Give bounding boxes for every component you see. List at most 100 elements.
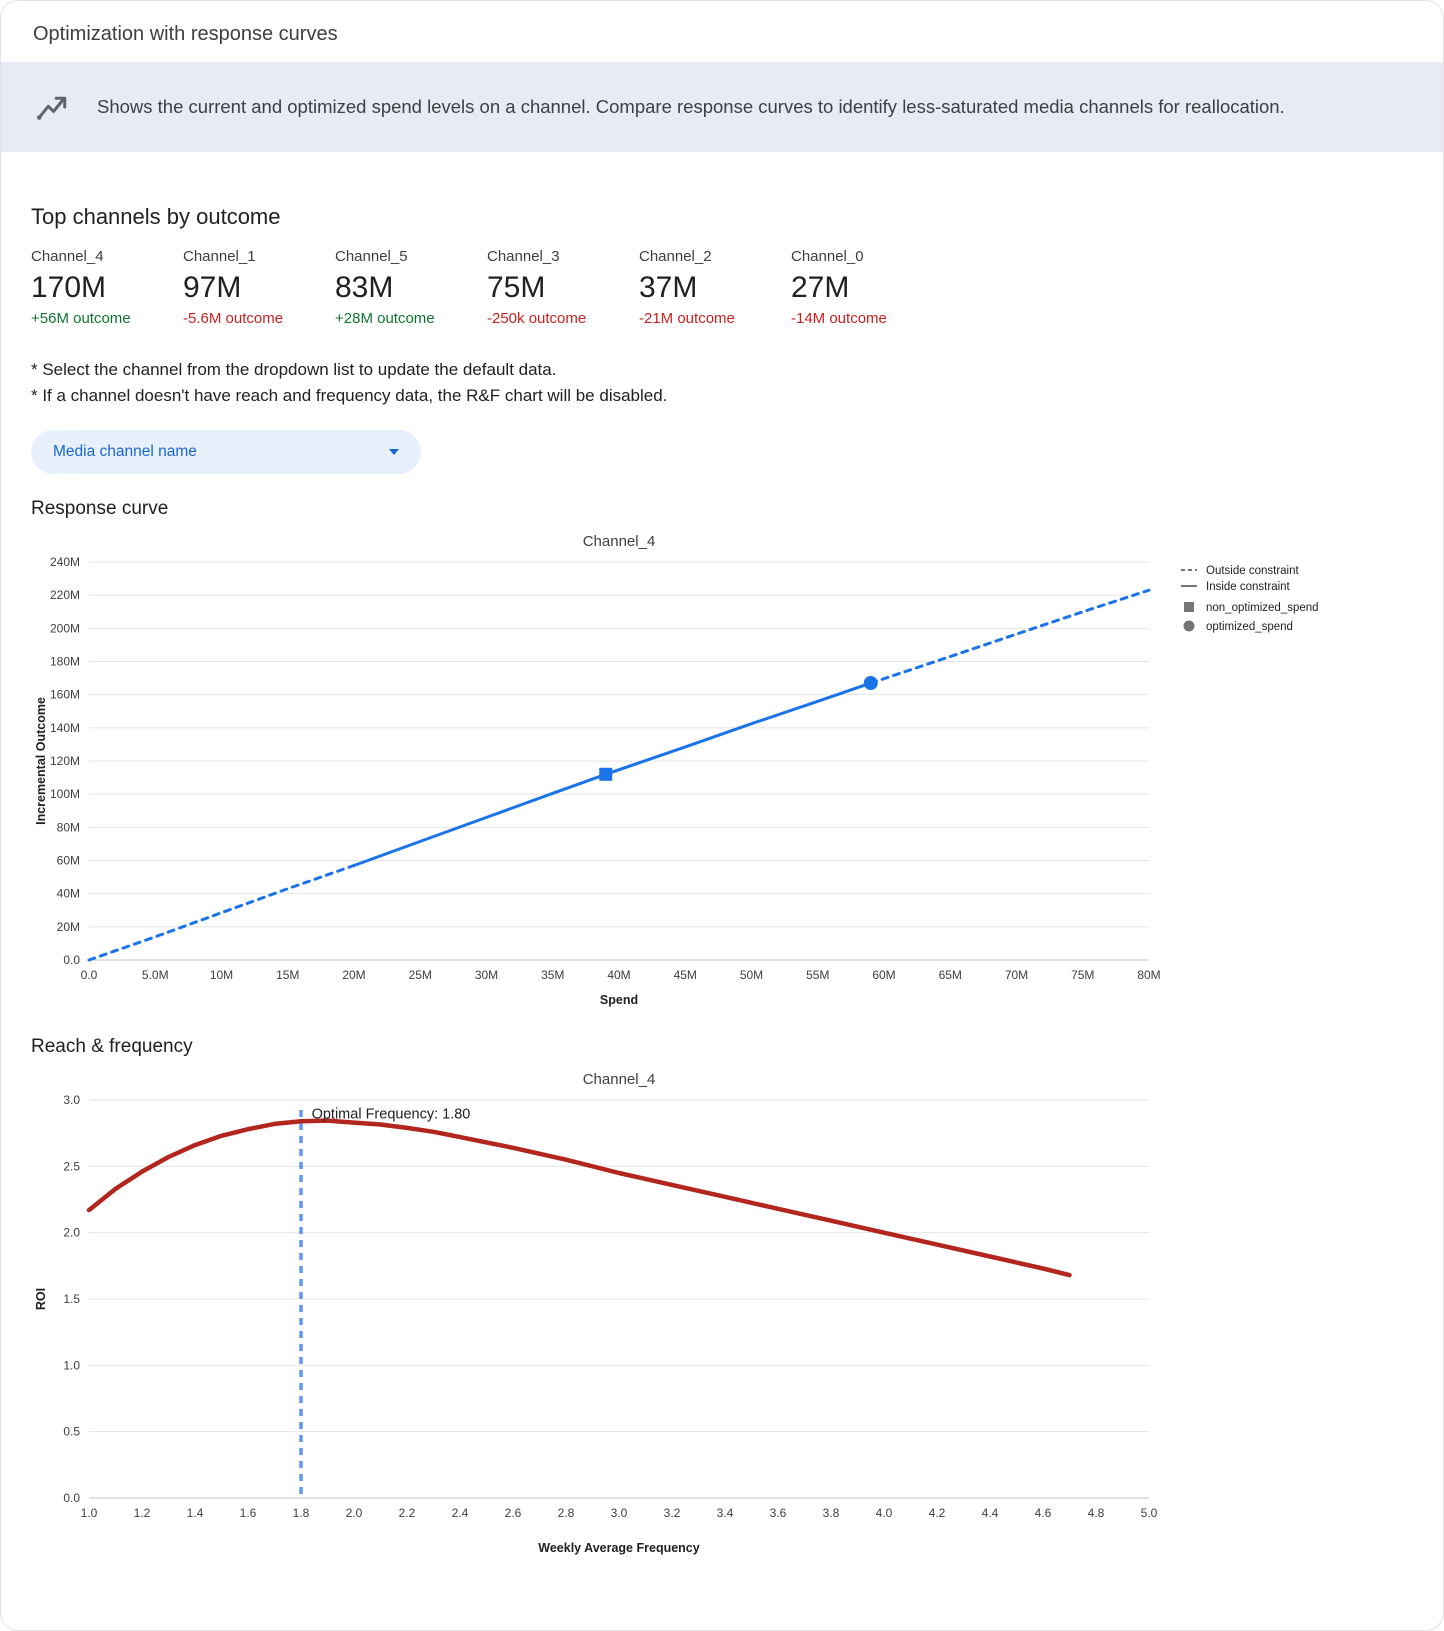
y-tick-label: 1.0 bbox=[63, 1358, 80, 1372]
y-axis-label: Incremental Outcome bbox=[34, 697, 48, 825]
banner-text: Shows the current and optimized spend le… bbox=[97, 96, 1285, 118]
x-tick-label: 1.2 bbox=[134, 1506, 151, 1520]
dropdown-label: Media channel name bbox=[53, 442, 197, 460]
x-tick-label: 2.4 bbox=[452, 1506, 469, 1520]
channel-name: Channel_5 bbox=[335, 248, 408, 265]
y-tick-label: 240M bbox=[50, 555, 80, 569]
channel-name: Channel_1 bbox=[183, 248, 256, 265]
y-tick-label: 2.0 bbox=[63, 1225, 80, 1239]
y-axis-label: ROI bbox=[34, 1288, 48, 1310]
x-axis-label: Spend bbox=[600, 993, 638, 1007]
x-tick-label: 1.0 bbox=[81, 1506, 98, 1520]
x-tick-label: 2.8 bbox=[558, 1506, 575, 1520]
y-tick-label: 0.5 bbox=[63, 1424, 80, 1438]
channel-outcome-text: +28M outcome bbox=[335, 310, 435, 327]
y-tick-label: 220M bbox=[50, 588, 80, 602]
y-tick-label: 100M bbox=[50, 787, 80, 801]
channel-outcome-text: -5.6M outcome bbox=[183, 310, 284, 327]
y-tick-label: 60M bbox=[57, 853, 80, 867]
x-tick-label: 10M bbox=[210, 968, 233, 982]
x-tick-label: 4.0 bbox=[876, 1506, 893, 1520]
x-tick-label: 5.0M bbox=[142, 968, 169, 982]
page-header: Optimization with response curves bbox=[1, 1, 1443, 62]
content: Top channels by outcome Channel_4 170M +… bbox=[1, 204, 1443, 1560]
page-title: Optimization with response curves bbox=[33, 23, 338, 45]
legend-swatch-circle bbox=[1183, 620, 1195, 632]
channel-card: Channel_1 97M -5.6M outcome bbox=[183, 248, 335, 327]
channel-outcome: -250k outcome bbox=[487, 310, 639, 327]
x-tick-label: 2.6 bbox=[505, 1506, 522, 1520]
x-tick-label: 50M bbox=[740, 968, 763, 982]
y-tick-label: 180M bbox=[50, 654, 80, 668]
x-tick-label: 35M bbox=[541, 968, 564, 982]
legend-swatch-square bbox=[1184, 601, 1194, 612]
channel-outcome: -14M outcome bbox=[791, 310, 943, 327]
inside-constraint bbox=[352, 681, 873, 867]
channel-outcome: +56M outcome bbox=[31, 310, 183, 327]
note-line-1: * Select the channel from the dropdown l… bbox=[31, 360, 557, 379]
channel-outcome-text: -250k outcome bbox=[487, 310, 587, 327]
y-tick-label: 200M bbox=[50, 621, 80, 635]
x-tick-label: 65M bbox=[939, 968, 962, 982]
channel-outcome: -5.6M outcome bbox=[183, 310, 335, 327]
x-tick-label: 45M bbox=[674, 968, 697, 982]
channel-value: 27M bbox=[791, 271, 850, 304]
outside-constraint-upper bbox=[869, 588, 1151, 685]
x-tick-label: 70M bbox=[1005, 968, 1028, 982]
x-tick-label: 0.0 bbox=[81, 968, 98, 982]
chart-title: Channel_4 bbox=[583, 533, 656, 550]
x-tick-label: 4.6 bbox=[1035, 1506, 1052, 1520]
response-curve-heading: Response curve bbox=[31, 497, 169, 519]
y-tick-label: 160M bbox=[50, 687, 80, 701]
non_optimized_spend[interactable] bbox=[599, 767, 613, 781]
channel-outcome-text: +56M outcome bbox=[31, 310, 131, 327]
x-tick-label: 3.8 bbox=[823, 1506, 840, 1520]
channel-card: Channel_2 37M -21M outcome bbox=[639, 248, 791, 327]
insights-icon bbox=[33, 88, 71, 126]
caret-down-icon bbox=[389, 448, 399, 455]
x-tick-label: 1.4 bbox=[187, 1506, 204, 1520]
y-tick-label: 80M bbox=[57, 820, 80, 834]
channel-value: 97M bbox=[183, 271, 242, 304]
y-tick-label: 20M bbox=[57, 920, 80, 934]
x-tick-label: 2.0 bbox=[346, 1506, 363, 1520]
legend-label: Inside constraint bbox=[1206, 581, 1291, 593]
y-tick-label: 2.5 bbox=[63, 1159, 80, 1173]
channel-value: 83M bbox=[335, 271, 394, 304]
roi-curve bbox=[86, 1118, 1072, 1278]
x-axis-label: Weekly Average Frequency bbox=[538, 1541, 699, 1555]
y-tick-label: 40M bbox=[57, 886, 80, 900]
x-tick-label: 40M bbox=[607, 968, 630, 982]
info-banner: Shows the current and optimized spend le… bbox=[1, 62, 1443, 152]
channel-card: Channel_5 83M +28M outcome bbox=[335, 248, 487, 327]
optimized_spend[interactable] bbox=[863, 675, 878, 690]
response-curve-chart[interactable]: 0.0 20M 40M 60M 80M 100M 120M 140M 160M 180M 200M 2… bbox=[31, 522, 1415, 1012]
channel-cards: Channel_4 170M +56M outcome Channel_1 97… bbox=[31, 248, 1413, 327]
x-tick-label: 3.0 bbox=[611, 1506, 628, 1520]
y-tick-label: 120M bbox=[50, 754, 80, 768]
notes: * Select the channel from the dropdown l… bbox=[31, 357, 1413, 410]
x-tick-label: 20M bbox=[342, 968, 365, 982]
channel-value: 170M bbox=[31, 271, 107, 304]
channel-card: Channel_4 170M +56M outcome bbox=[31, 248, 183, 327]
channel-name: Channel_3 bbox=[487, 248, 560, 265]
x-tick-label: 30M bbox=[475, 968, 498, 982]
x-tick-label: 15M bbox=[276, 968, 299, 982]
chart-title: Channel_4 bbox=[583, 1071, 656, 1088]
reach-frequency-chart[interactable]: 0.0 0.5 1.0 1.5 2.0 2.5 3.0 1.0 1.2 1.4 1.6 1.8 2.0 2… bbox=[31, 1060, 1415, 1560]
y-tick-label: 1.5 bbox=[63, 1292, 80, 1306]
legend-label: Outside constraint bbox=[1206, 565, 1299, 577]
y-tick-label: 3.0 bbox=[63, 1093, 80, 1107]
y-tick-label: 0.0 bbox=[63, 1491, 80, 1505]
x-tick-label: 1.8 bbox=[293, 1506, 310, 1520]
reach-frequency-heading: Reach & frequency bbox=[31, 1035, 193, 1057]
outside-constraint-lower bbox=[87, 863, 356, 962]
x-tick-label: 25M bbox=[409, 968, 432, 982]
x-tick-label: 5.0 bbox=[1141, 1506, 1158, 1520]
x-tick-label: 3.6 bbox=[770, 1506, 787, 1520]
x-tick-label: 60M bbox=[872, 968, 895, 982]
y-tick-label: 140M bbox=[50, 721, 80, 735]
media-channel-dropdown[interactable]: Media channel name bbox=[31, 429, 421, 474]
legend-label: non_optimized_spend bbox=[1206, 602, 1319, 614]
